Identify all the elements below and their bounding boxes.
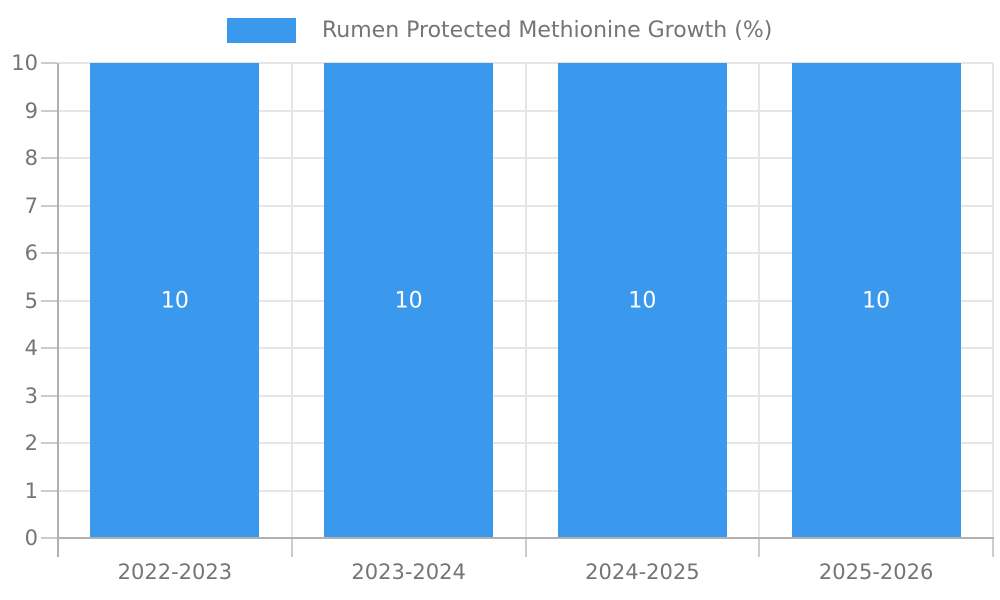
bar-value-label: 10: [628, 288, 657, 313]
y-axis-label: 9: [24, 98, 38, 123]
x-axis-label: 2024-2025: [585, 560, 700, 584]
x-tick: [758, 539, 761, 557]
legend-swatch: [227, 18, 296, 43]
legend-label: Rumen Protected Methionine Growth (%): [322, 18, 773, 43]
x-axis-label: 2023-2024: [351, 560, 466, 584]
y-tick: [41, 537, 57, 539]
x-gridline: [524, 63, 527, 538]
x-axis-line: [57, 537, 994, 539]
y-tick: [41, 62, 57, 64]
y-tick: [41, 347, 57, 349]
bar-value-label: 10: [160, 288, 189, 313]
y-tick: [41, 252, 57, 254]
x-axis-label: 2025-2026: [818, 560, 934, 584]
x-tick: [290, 539, 293, 557]
y-axis-label: 10: [11, 51, 38, 75]
bar-value-label: 10: [862, 288, 891, 313]
y-axis-label: 5: [24, 288, 38, 313]
y-tick: [41, 394, 57, 397]
y-axis-line: [57, 63, 59, 557]
x-tick: [992, 539, 994, 557]
y-axis-label: 4: [24, 336, 38, 360]
y-tick: [41, 204, 57, 207]
y-axis-label: 7: [24, 193, 38, 218]
y-tick: [41, 489, 57, 492]
y-tick: [41, 442, 57, 444]
y-tick: [41, 157, 57, 159]
x-gridline: [290, 63, 293, 538]
x-gridline: [758, 63, 761, 538]
y-tick: [41, 299, 57, 302]
y-axis-label: 1: [24, 478, 38, 503]
bar[interactable]: 10: [324, 63, 494, 538]
bar[interactable]: 10: [791, 63, 961, 538]
x-tick: [524, 539, 527, 557]
y-axis-label: 3: [24, 383, 38, 408]
y-tick: [41, 109, 57, 112]
legend-item[interactable]: Rumen Protected Methionine Growth (%): [227, 18, 772, 43]
x-axis-label: 2022-2023: [117, 560, 233, 584]
x-gridline: [992, 63, 994, 538]
y-axis-label: 6: [24, 241, 38, 265]
y-axis-label: 8: [24, 146, 38, 170]
bar[interactable]: 10: [90, 63, 260, 538]
bar[interactable]: 10: [557, 63, 727, 538]
y-axis-label: 0: [24, 526, 38, 550]
y-axis-label: 2: [24, 431, 38, 455]
bar-value-label: 10: [394, 288, 423, 313]
